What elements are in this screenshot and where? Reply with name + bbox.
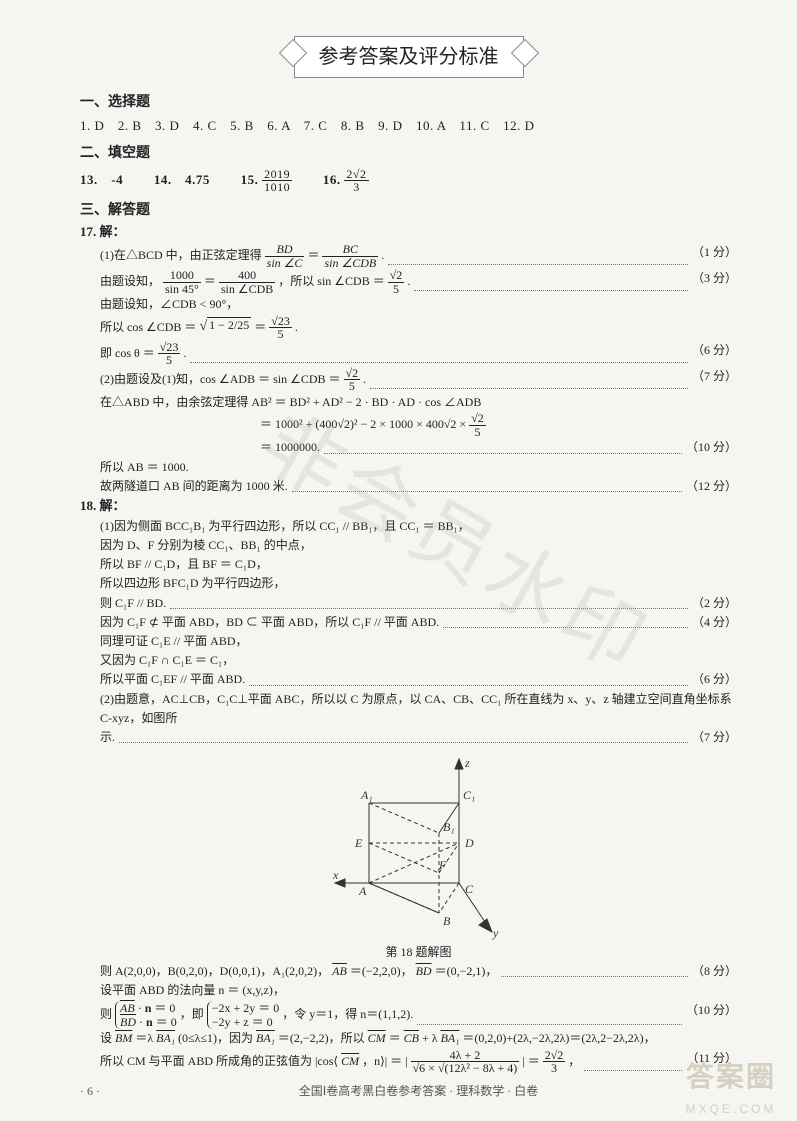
ornament-left <box>278 39 306 67</box>
title-band: 参考答案及评分标准 <box>80 36 737 78</box>
q17-l8: ＝ 1000² + (400√2)² − 2 × 1000 × 400√2 × … <box>100 412 737 438</box>
title-text: 参考答案及评分标准 <box>319 46 499 68</box>
brace-icon: −2x + 2y ＝ 0 −2y + z ＝ 0 <box>207 1001 280 1030</box>
q18: (1)因为侧面 BCC₁B₁ 为平行四边形，所以 CC₁ // BB₁，且 CC… <box>100 517 737 1075</box>
svg-text:B₁: B₁ <box>443 820 455 834</box>
q18-l4: 所以四边形 BFC₁D 为平行四边形， <box>100 574 737 593</box>
blank-16-frac: 2√2 3 <box>344 168 368 194</box>
score: （8 分） <box>692 962 737 981</box>
brace-icon: AB AB · n ＝ 0· n ＝ 0 BD · n ＝ 0 <box>115 1001 177 1030</box>
svg-text:x: x <box>332 868 339 882</box>
frac-den: 1010 <box>262 181 292 194</box>
blank-15-label: 15. <box>241 172 259 187</box>
score: （7 分） <box>692 367 737 393</box>
frac-den: 3 <box>344 181 368 194</box>
section-blank-head: 二、填空题 <box>80 143 737 165</box>
svg-text:y: y <box>492 926 499 940</box>
q18-l1: (1)因为侧面 BCC₁B₁ 为平行四边形，所以 CC₁ // BB₁，且 CC… <box>100 517 737 536</box>
svg-text:D: D <box>464 836 474 850</box>
section-choice-head: 一、选择题 <box>80 92 737 114</box>
q17-l6: (2)由题设及(1)知，cos ∠ADB ＝ sin ∠CDB ＝ √25 . … <box>100 367 737 393</box>
q17-l7: 在△ABD 中，由余弦定理得 AB² ＝ BD² + AD² − 2 · BD … <box>100 393 737 412</box>
q18-head: 18. 解： <box>80 496 737 517</box>
page: 非会员水印 参考答案及评分标准 一、选择题 1. D 2. B 3. D 4. … <box>0 0 797 1121</box>
score: （10 分） <box>686 1001 737 1030</box>
figure-caption: 第 18 题解图 <box>100 943 737 962</box>
q18-l10: (2)由题意，AC⊥CB，C₁C⊥平面 ABC，所以以 C 为原点，以 CA、C… <box>100 690 737 728</box>
svg-text:C: C <box>465 882 474 896</box>
blank-15-frac: 2019 1010 <box>262 168 292 194</box>
section-long-head: 三、解答题 <box>80 200 737 222</box>
q17-l3: 由题设知，∠CDB < 90°， <box>100 295 737 314</box>
footer-text: 全国Ⅰ卷高考黑白卷参考答案 · 理科数学 · 白卷 <box>80 1082 737 1101</box>
q18-l10b: 示. （7 分） <box>100 728 737 747</box>
sqrt-icon: 1 − 2/25 <box>199 316 251 338</box>
svg-text:z: z <box>464 756 470 770</box>
blank-14: 14. 4.75 <box>154 172 210 187</box>
page-number: · 6 · <box>80 1082 100 1101</box>
q18-figure: A₁ C₁ B₁ A C B D E F x y z <box>289 753 549 943</box>
q17-l11: 故两隧道口 AB 间的距离为 1000 米. （12 分） <box>100 477 737 496</box>
score: （10 分） <box>686 438 737 457</box>
score: （6 分） <box>692 670 737 689</box>
frac-num: 2√2 <box>344 168 368 182</box>
score: （12 分） <box>686 477 737 496</box>
svg-text:F: F <box>438 858 447 872</box>
q17-l9: ＝ 1000000. （10 分） <box>100 438 737 457</box>
q18-l15: 所以 CM 与平面 ABD 所成角的正弦值为 |cos⟨ CM ，n⟩| ＝ |… <box>100 1049 737 1075</box>
q18-l5: 则 C₁F // BD. （2 分） <box>100 594 737 613</box>
frac-num: 2019 <box>262 168 292 182</box>
q18-l11: 则 A(2,0,0)，B(0,2,0)，D(0,0,1)，A₁(2,0,2)， … <box>100 962 737 981</box>
svg-text:B: B <box>443 914 451 928</box>
q18-l9: 所以平面 C₁EF // 平面 ABD. （6 分） <box>100 670 737 689</box>
q17-l10: 所以 AB ＝ 1000. <box>100 458 737 477</box>
q18-l13: 则 AB AB · n ＝ 0· n ＝ 0 BD · n ＝ 0 ，即 −2x… <box>100 1001 737 1030</box>
score: （3 分） <box>692 269 737 295</box>
score: （4 分） <box>692 613 737 632</box>
q17-l4: 所以 cos ∠CDB ＝ 1 − 2/25 ＝ √235 . <box>100 315 737 341</box>
score: （11 分） <box>686 1049 737 1075</box>
blank-answers: 13. -4 14. 4.75 15. 2019 1010 16. 2√2 3 <box>80 168 737 194</box>
q17: (1)在△BCD 中，由正弦定理得 BDsin ∠C ＝ BCsin ∠CDB … <box>100 243 737 496</box>
score: （6 分） <box>692 341 737 367</box>
q17-head: 17. 解： <box>80 222 737 243</box>
q18-l3: 所以 BF // C₁D，且 BF ＝ C₁D， <box>100 555 737 574</box>
footer: · 6 · 全国Ⅰ卷高考黑白卷参考答案 · 理科数学 · 白卷 <box>80 1082 737 1101</box>
blank-13: 13. -4 <box>80 172 123 187</box>
q18-l6: 因为 C₁F ⊄ 平面 ABD，BD ⊂ 平面 ABD，所以 C₁F // 平面… <box>100 613 737 632</box>
blank-16-label: 16. <box>323 172 341 187</box>
page-title: 参考答案及评分标准 <box>294 36 524 78</box>
q18-l2: 因为 D、F 分别为棱 CC₁、BB₁ 的中点， <box>100 536 737 555</box>
q17-l1: (1)在△BCD 中，由正弦定理得 BDsin ∠C ＝ BCsin ∠CDB … <box>100 243 737 269</box>
score: （7 分） <box>692 728 737 747</box>
ornament-right <box>510 39 538 67</box>
q18-l7: 同理可证 C₁E // 平面 ABD， <box>100 632 737 651</box>
svg-text:C₁: C₁ <box>463 788 475 802</box>
q17-l5: 即 cos θ ＝ √235 . （6 分） <box>100 341 737 367</box>
q18-l14: 设 BM ＝λ BA₁ (0≤λ≤1)，因为 BA₁ ＝(2,−2,2)，所以 … <box>100 1029 737 1048</box>
q18-l8: 又因为 C₁F ∩ C₁E ＝ C₁， <box>100 651 737 670</box>
choice-answers: 1. D 2. B 3. D 4. C 5. B 6. A 7. C 8. B … <box>80 116 737 137</box>
score: （2 分） <box>692 594 737 613</box>
svg-text:A: A <box>358 884 367 898</box>
svg-text:E: E <box>354 836 363 850</box>
q17-l2: 由题设知， 1000sin 45° ＝ 400sin ∠CDB ，所以 sin … <box>100 269 737 295</box>
score: （1 分） <box>692 243 737 269</box>
q18-l12: 设平面 ABD 的法向量 n ＝ (x,y,z)， <box>100 981 737 1000</box>
svg-text:A₁: A₁ <box>360 788 373 802</box>
